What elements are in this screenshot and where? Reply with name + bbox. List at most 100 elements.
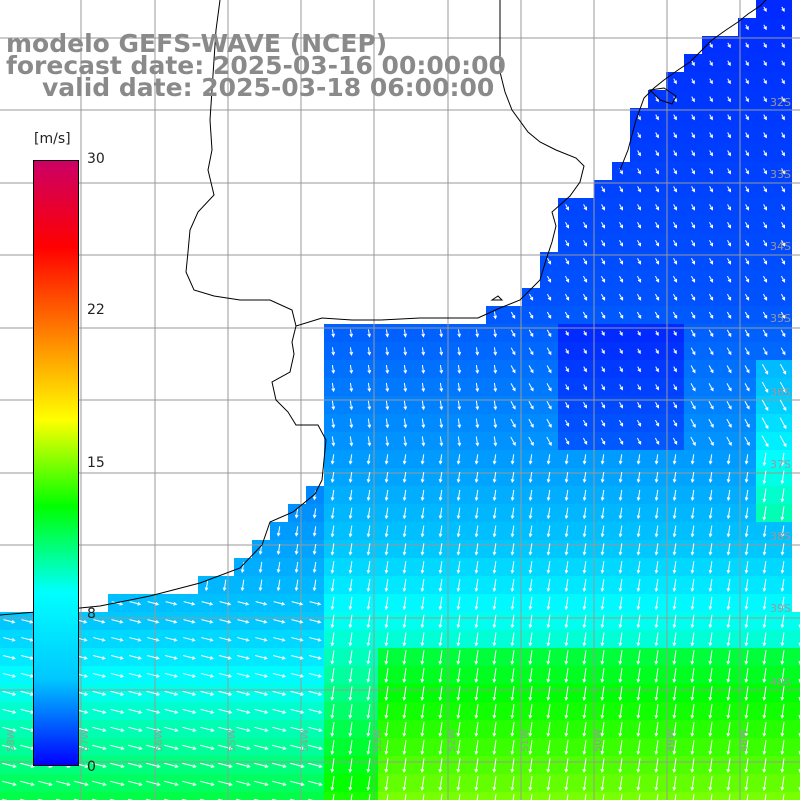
wind-vector-arrow: [494, 794, 497, 800]
latitude-label: 34S: [770, 240, 791, 253]
wind-vector-arrow: [620, 794, 623, 800]
wind-vector-arrow: [546, 543, 551, 556]
wind-vector-arrow: [744, 686, 749, 701]
latitude-label: 32S: [770, 96, 791, 109]
wind-vector-arrow: [726, 578, 731, 593]
wind-vector-arrow: [164, 762, 179, 768]
wind-vector-arrow: [402, 614, 407, 629]
wind-vector-arrow: [636, 668, 641, 683]
wind-vector-arrow: [582, 454, 587, 465]
wind-vector-arrow: [637, 366, 641, 373]
wind-vector-arrow: [691, 222, 695, 229]
wind-vector-arrow: [420, 668, 425, 683]
wind-vector-arrow: [492, 578, 497, 593]
wind-vector-arrow: [258, 579, 263, 592]
wind-vector-arrow: [200, 744, 215, 750]
wind-vector-arrow: [385, 347, 390, 356]
wind-vector-arrow: [744, 614, 749, 629]
wind-vector-arrow: [182, 780, 197, 786]
wind-vector-arrow: [780, 578, 785, 593]
wind-vector-arrow: [438, 722, 443, 737]
wind-vector-arrow: [763, 240, 767, 247]
wind-vector-arrow: [457, 400, 462, 411]
wind-vector-arrow: [457, 329, 462, 338]
wind-vector-arrow: [636, 650, 641, 665]
wind-vector-arrow: [780, 722, 785, 737]
wind-vector-arrow: [384, 596, 389, 611]
wind-vector-arrow: [219, 601, 232, 606]
wind-vector-arrow: [331, 347, 336, 356]
wind-vector-arrow: [20, 762, 35, 768]
wind-vector-arrow: [403, 365, 408, 374]
wind-vector-arrow: [420, 578, 425, 593]
wind-vector-arrow: [510, 525, 515, 538]
wind-vector-arrow: [655, 419, 660, 427]
wind-speed-cell: [792, 738, 800, 756]
wind-vector-arrow: [384, 561, 389, 574]
wind-vector-arrow: [309, 655, 322, 660]
wind-vector-arrow: [330, 578, 335, 593]
wind-vector-arrow: [492, 596, 497, 611]
wind-vector-arrow: [781, 6, 785, 13]
wind-vector-arrow: [348, 561, 353, 574]
wind-vector-arrow: [366, 525, 371, 538]
wind-vector-arrow: [474, 776, 479, 791]
wind-vector-arrow: [744, 650, 749, 665]
wind-vector-arrow: [763, 24, 767, 31]
wind-vector-arrow: [654, 507, 659, 520]
wind-vector-arrow: [762, 347, 768, 356]
wind-vector-arrow: [762, 668, 767, 683]
wind-vector-arrow: [2, 780, 17, 786]
wind-vector-arrow: [111, 619, 124, 624]
wind-vector-arrow: [763, 168, 767, 175]
wind-vector-arrow: [637, 330, 641, 337]
wind-vector-arrow: [780, 347, 786, 356]
wind-vector-arrow: [726, 436, 732, 446]
wind-vector-arrow: [330, 722, 335, 737]
wind-vector-arrow: [182, 690, 197, 696]
wind-vector-arrow: [762, 311, 768, 319]
wind-vector-arrow: [637, 402, 641, 409]
wind-vector-arrow: [708, 596, 713, 611]
wind-vector-arrow: [618, 722, 623, 737]
wind-vector-arrow: [780, 596, 785, 611]
wind-vector-arrow: [385, 365, 390, 374]
wind-vector-arrow: [456, 614, 461, 629]
wind-vector-arrow: [330, 686, 335, 701]
wind-vector-arrow: [745, 168, 749, 175]
wind-vector-arrow: [348, 472, 353, 483]
wind-vector-arrow: [762, 758, 767, 773]
wind-vector-arrow: [294, 526, 299, 537]
wind-vector-arrow: [439, 382, 444, 393]
wind-vector-arrow: [475, 436, 480, 447]
wind-vector-arrow: [654, 578, 659, 593]
wind-speed-cell: [792, 756, 800, 774]
wind-vector-arrow: [312, 526, 317, 537]
wind-vector-arrow: [384, 578, 389, 593]
wind-vector-arrow: [510, 578, 515, 593]
colorbar-tick-0: 0: [87, 759, 96, 775]
wind-vector-arrow: [349, 329, 354, 338]
wind-vector-arrow: [709, 275, 714, 283]
wind-vector-arrow: [420, 472, 425, 483]
wind-vector-arrow: [402, 632, 407, 647]
wind-vector-arrow: [691, 168, 695, 175]
wind-vector-arrow: [474, 472, 479, 483]
wind-vector-arrow: [690, 758, 695, 773]
wind-vector-arrow: [402, 704, 407, 719]
wind-vector-arrow: [20, 780, 35, 786]
wind-vector-arrow: [273, 619, 286, 624]
wind-vector-arrow: [618, 596, 623, 611]
wind-vector-arrow: [745, 78, 749, 85]
wind-vector-arrow: [348, 686, 353, 701]
wind-vector-arrow: [129, 655, 142, 660]
wind-vector-arrow: [366, 596, 371, 611]
wind-vector-arrow: [565, 240, 569, 247]
wind-vector-arrow: [780, 758, 785, 773]
wind-vector-arrow: [438, 776, 443, 791]
wind-vector-arrow: [385, 382, 390, 393]
wind-vector-arrow: [673, 132, 677, 139]
wind-vector-arrow: [348, 632, 353, 647]
wind-vector-arrow: [708, 650, 713, 665]
